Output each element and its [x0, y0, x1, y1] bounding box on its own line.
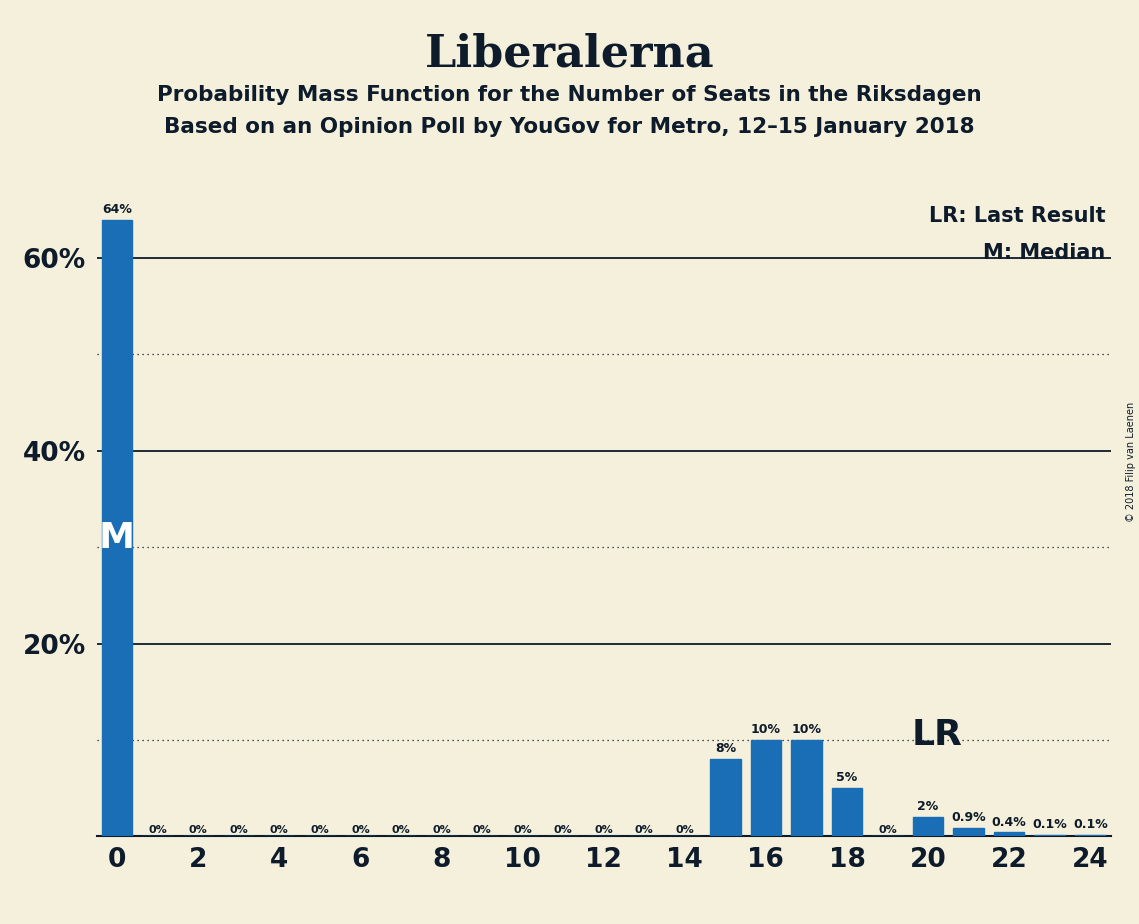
Text: 0%: 0% — [311, 825, 329, 834]
Text: Probability Mass Function for the Number of Seats in the Riksdagen: Probability Mass Function for the Number… — [157, 85, 982, 105]
Text: 5%: 5% — [836, 772, 858, 784]
Text: 0%: 0% — [675, 825, 694, 834]
Text: 0.1%: 0.1% — [1032, 819, 1067, 832]
Text: 0%: 0% — [514, 825, 532, 834]
Text: 0%: 0% — [432, 825, 451, 834]
Bar — [101, 220, 132, 836]
Bar — [1075, 835, 1106, 836]
Text: 0%: 0% — [878, 825, 896, 834]
Text: M: M — [99, 520, 136, 554]
Text: 0%: 0% — [634, 825, 654, 834]
Bar — [831, 788, 862, 836]
Text: 0.4%: 0.4% — [992, 816, 1026, 829]
Text: 10%: 10% — [792, 723, 821, 736]
Text: 0%: 0% — [351, 825, 370, 834]
Bar — [710, 760, 740, 836]
Text: 10%: 10% — [751, 723, 781, 736]
Text: 0%: 0% — [229, 825, 248, 834]
Bar — [994, 833, 1024, 836]
Text: 64%: 64% — [103, 202, 132, 215]
Text: 0%: 0% — [554, 825, 573, 834]
Text: 0%: 0% — [595, 825, 613, 834]
Text: M: Median: M: Median — [983, 243, 1106, 262]
Text: Based on an Opinion Poll by YouGov for Metro, 12–15 January 2018: Based on an Opinion Poll by YouGov for M… — [164, 117, 975, 138]
Text: 0%: 0% — [473, 825, 491, 834]
Bar — [751, 740, 781, 836]
Text: LR: LR — [912, 718, 962, 752]
Text: 0%: 0% — [189, 825, 207, 834]
Text: 0.1%: 0.1% — [1073, 819, 1107, 832]
Text: LR: Last Result: LR: Last Result — [928, 205, 1106, 225]
Text: 8%: 8% — [715, 742, 736, 755]
Bar — [912, 817, 943, 836]
Text: 0%: 0% — [270, 825, 288, 834]
Text: 0.9%: 0.9% — [951, 810, 986, 823]
Bar — [953, 828, 984, 836]
Text: © 2018 Filip van Laenen: © 2018 Filip van Laenen — [1126, 402, 1136, 522]
Bar — [792, 740, 821, 836]
Text: 0%: 0% — [148, 825, 167, 834]
Text: Liberalerna: Liberalerna — [425, 32, 714, 76]
Text: 0%: 0% — [392, 825, 410, 834]
Text: 2%: 2% — [917, 800, 939, 813]
Bar — [1034, 835, 1065, 836]
